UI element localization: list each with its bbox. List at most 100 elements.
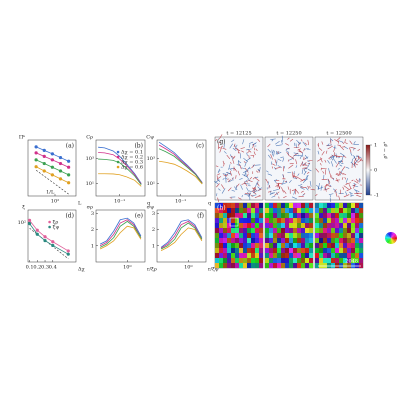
- phase-cell: [339, 253, 343, 258]
- streak: [350, 195, 354, 197]
- phase-cell: [297, 248, 301, 253]
- series-line: [159, 160, 203, 185]
- phase-cell: [315, 238, 319, 243]
- streak: [221, 188, 226, 194]
- streak: [335, 179, 340, 181]
- streak: [305, 174, 309, 180]
- phase-cell: [293, 258, 297, 263]
- phase-cell: [239, 223, 243, 228]
- streak: [304, 142, 308, 146]
- legend-label: Δχ = 0.6: [121, 165, 143, 171]
- phase-cell: [359, 248, 363, 253]
- phase-cell: [281, 218, 285, 223]
- data-point: [42, 169, 46, 173]
- streak: [252, 164, 254, 167]
- phase-cell: [259, 203, 263, 208]
- phase-cell: [359, 243, 363, 248]
- phase-cell: [285, 213, 289, 218]
- phase-cell: [305, 203, 309, 208]
- panel-label: (h): [217, 205, 226, 212]
- streak: [237, 170, 240, 176]
- phase-cell: [335, 238, 339, 243]
- streak: [226, 172, 232, 175]
- streak: [302, 167, 307, 169]
- streak: [252, 143, 255, 149]
- colorbar-tick-label: -1: [374, 193, 379, 199]
- streak: [240, 147, 245, 149]
- streak: [335, 161, 340, 168]
- phase-cell: [223, 213, 227, 218]
- phase-cell: [309, 243, 313, 248]
- phase-cell: [359, 238, 363, 243]
- streak: [248, 179, 253, 183]
- phase-cell: [315, 258, 319, 263]
- color-wheel: [386, 232, 391, 238]
- phase-cell: [235, 243, 239, 248]
- streak: [307, 169, 312, 172]
- phase-cell: [269, 238, 273, 243]
- streak: [317, 150, 320, 155]
- phase-cell: [355, 208, 359, 213]
- phase-cell: [323, 243, 327, 248]
- data-point: [51, 240, 55, 244]
- phase-cell: [343, 208, 347, 213]
- x-tick-label: 0.4: [49, 265, 57, 271]
- streak: [273, 150, 275, 157]
- phase-cell: [309, 258, 313, 263]
- phase-cell: [305, 208, 309, 213]
- streak: [241, 150, 245, 153]
- phase-cell: [323, 263, 327, 268]
- phase-cell: [223, 223, 227, 228]
- phase-cell: [243, 228, 247, 233]
- color-wheel: [389, 232, 391, 238]
- phase-cell: [269, 248, 273, 253]
- streak: [341, 155, 344, 160]
- phase-cell: [247, 233, 251, 238]
- phase-cell: [293, 243, 297, 248]
- data-point: [27, 218, 32, 222]
- phase-cell: [297, 203, 301, 208]
- data-point: [34, 145, 38, 149]
- streak: [343, 194, 350, 198]
- color-wheel: [391, 233, 397, 238]
- phase-cell: [269, 213, 273, 218]
- phase-cell: [335, 218, 339, 223]
- phase-cell: [259, 238, 263, 243]
- streak: [332, 155, 335, 160]
- phase-cell: [235, 208, 239, 213]
- phase-cell: [239, 263, 243, 268]
- phase-cell: [243, 218, 247, 223]
- phase-cell: [301, 258, 305, 263]
- phase-cell: [327, 213, 331, 218]
- streak: [356, 194, 361, 198]
- phase-cell: [247, 228, 251, 233]
- phase-cell: [247, 248, 251, 253]
- phase-cell: [215, 243, 219, 248]
- streak: [217, 176, 222, 179]
- streak: [303, 167, 308, 170]
- streak: [329, 197, 332, 203]
- phase-cell: [319, 248, 323, 253]
- data-point: [67, 159, 71, 163]
- streak: [338, 140, 344, 143]
- streak: [328, 193, 334, 196]
- data-point: [42, 148, 46, 152]
- phase-cell: [273, 258, 277, 263]
- streak: [282, 174, 285, 178]
- phase-cell: [301, 263, 305, 268]
- phase-cell: [305, 228, 309, 233]
- scale-label: 2048: [345, 259, 358, 265]
- streak: [281, 135, 284, 142]
- phase-cell: [227, 248, 231, 253]
- streak: [302, 179, 307, 184]
- phase-cell: [331, 223, 335, 228]
- phase-cell: [285, 253, 289, 258]
- streak: [295, 165, 298, 168]
- phase-cell: [285, 208, 289, 213]
- streak: [302, 162, 307, 167]
- phase-cell: [259, 218, 263, 223]
- series-line: [98, 152, 142, 185]
- streak: [280, 156, 284, 158]
- streak: [344, 177, 347, 180]
- phase-cell: [289, 248, 293, 253]
